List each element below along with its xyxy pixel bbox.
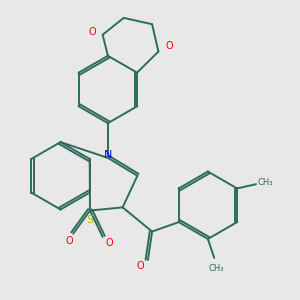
Text: O: O [137, 261, 144, 271]
Text: S: S [86, 215, 94, 225]
Text: O: O [165, 41, 173, 51]
Text: CH₃: CH₃ [258, 178, 273, 187]
Text: O: O [105, 238, 113, 248]
Text: O: O [65, 236, 73, 246]
Text: CH₃: CH₃ [208, 264, 224, 273]
Text: O: O [88, 27, 96, 37]
Text: N: N [104, 150, 112, 160]
